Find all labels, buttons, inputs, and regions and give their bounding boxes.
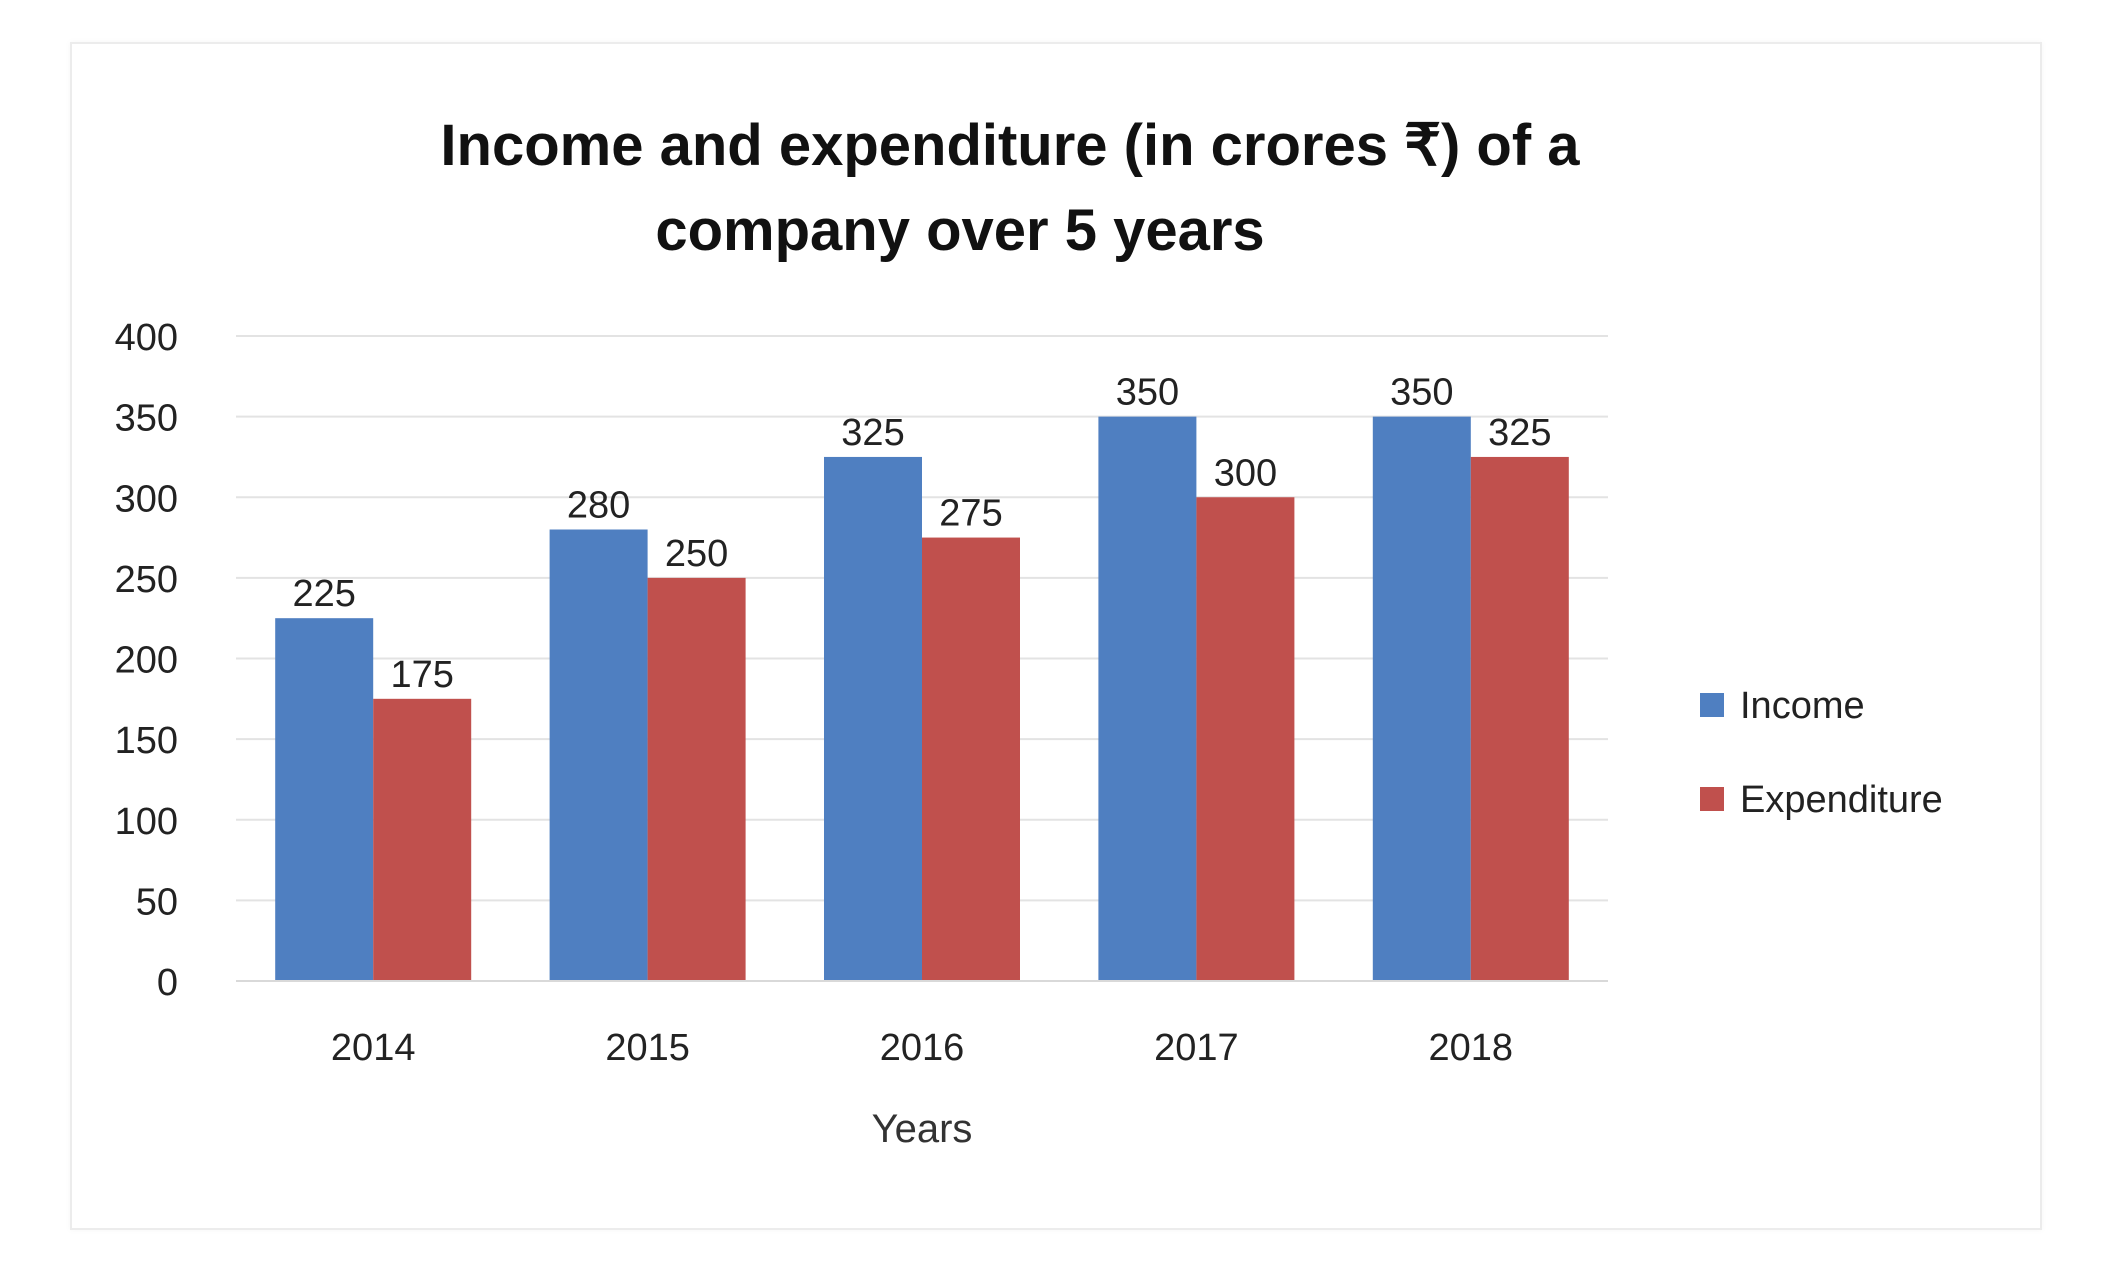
x-tick-label: 2015 (605, 1027, 690, 1069)
bar-expenditure-2018 (1470, 456, 1569, 981)
legend-swatch-income (1700, 693, 1724, 717)
x-tick-label: 2016 (880, 1027, 965, 1069)
bar-income-2016 (824, 456, 922, 981)
data-label-income-2016: 325 (841, 412, 904, 454)
y-tick-label: 100 (115, 801, 178, 843)
bars (275, 416, 1569, 981)
data-label-expenditure-2017: 300 (1214, 452, 1277, 494)
chart-title-line-2: company over 5 years (655, 198, 1264, 263)
data-label-income-2014: 225 (292, 573, 355, 615)
data-label-expenditure-2015: 250 (665, 533, 728, 575)
x-tick-label: 2018 (1429, 1027, 1514, 1069)
x-axis-label: Years (872, 1107, 973, 1151)
y-tick-label: 50 (136, 881, 178, 923)
y-tick-label: 300 (115, 478, 178, 520)
x-tick-label: 2017 (1154, 1027, 1239, 1069)
data-label-expenditure-2018: 325 (1488, 412, 1551, 454)
data-label-expenditure-2014: 175 (390, 654, 453, 696)
legend-label-income: Income (1740, 685, 1865, 727)
x-axis-tick-labels: 2014 2015 2016 2017 2018 (331, 1027, 1513, 1069)
data-label-income-2015: 280 (567, 485, 630, 527)
y-tick-label: 400 (115, 317, 178, 359)
data-label-income-2018: 350 (1390, 372, 1453, 414)
bar-income-2018 (1372, 416, 1471, 981)
bar-income-2015 (549, 529, 648, 981)
y-tick-label: 150 (115, 720, 178, 762)
x-tick-label: 2014 (331, 1027, 416, 1069)
data-labels: 225 175 280 250 325 275 350 300 350 325 (292, 372, 1551, 696)
chart-frame (70, 42, 2042, 1230)
y-tick-label: 200 (115, 640, 178, 682)
bar-income-2014 (275, 618, 374, 981)
y-tick-label: 350 (115, 398, 178, 440)
bar-expenditure-2016 (922, 537, 1020, 981)
chart-title: Income and expenditure (in crores ₹) of … (440, 113, 1580, 263)
legend-swatch-expenditure (1700, 787, 1724, 811)
bar-expenditure-2017 (1196, 497, 1295, 981)
y-tick-label: 0 (157, 962, 178, 1004)
legend-label-expenditure: Expenditure (1740, 779, 1943, 821)
bar-expenditure-2015 (647, 577, 746, 981)
data-label-expenditure-2016: 275 (939, 493, 1002, 535)
bar-income-2017 (1098, 416, 1197, 981)
chart-title-line-1: Income and expenditure (in crores ₹) of … (440, 113, 1580, 178)
y-axis-tick-labels: 0 50 100 150 200 250 300 350 400 (115, 317, 178, 1004)
y-tick-label: 250 (115, 559, 178, 601)
data-label-income-2017: 350 (1116, 372, 1179, 414)
bar-expenditure-2014 (373, 698, 472, 981)
legend: Income Expenditure (1700, 685, 1943, 821)
